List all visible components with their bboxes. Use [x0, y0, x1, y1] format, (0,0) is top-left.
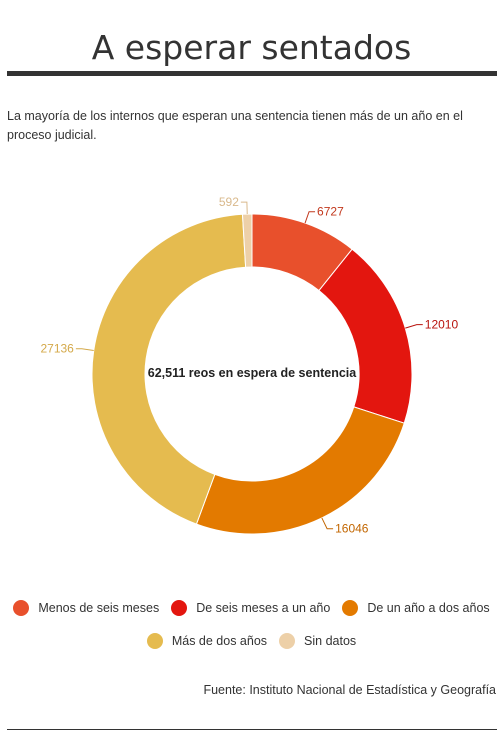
- label-leader-4: [75, 348, 94, 351]
- donut-slices: [91, 213, 413, 535]
- legend-label-4: Más de dos años: [171, 634, 268, 648]
- label-leader-3: [321, 517, 334, 530]
- legend-item-2: De seis meses a un año: [171, 600, 330, 616]
- value-label-2: 12010: [425, 318, 459, 332]
- value-label-1: 6727: [317, 205, 344, 219]
- donut-slice-4: [91, 213, 247, 525]
- value-label-3: 16046: [335, 522, 369, 536]
- donut-chart: 6727 12010 16046 27136 592 62,511 reos en es…: [40, 195, 458, 536]
- title-divider: [7, 71, 497, 76]
- label-leader-2: [405, 324, 423, 329]
- donut-slice-2: [318, 248, 413, 424]
- center-label: 62,511 reos en espera de sentencia: [148, 366, 358, 380]
- bottom-divider: [7, 729, 497, 730]
- legend-item-4: Más de dos años: [146, 633, 268, 649]
- value-label-4: 27136: [40, 342, 74, 356]
- donut-slice-3: [195, 406, 405, 535]
- legend-item-1: Menos de seis meses: [13, 600, 159, 616]
- chart-subtitle: La mayoría de los internos que esperan u…: [7, 109, 463, 142]
- value-labels: 6727 12010 16046 27136 592: [40, 195, 458, 536]
- legend-label-1: Menos de seis meses: [38, 601, 160, 615]
- legend-item-5: Sin datos: [279, 633, 356, 649]
- legend-swatch-4: [146, 633, 163, 649]
- legend-swatch-1: [13, 600, 30, 616]
- legend-swatch-3: [342, 600, 359, 616]
- legend-item-3: De un año a dos años: [342, 600, 490, 616]
- value-label-5: 592: [219, 195, 239, 209]
- chart-legend: Menos de seis meses De seis meses a un añ…: [0, 596, 503, 662]
- chart-title: A esperar sentados: [91, 28, 412, 67]
- legend-label-3: De un año a dos años: [367, 601, 490, 615]
- legend-row: Menos de seis meses De seis meses a un añ…: [0, 596, 503, 620]
- donut-slice-5: [241, 213, 253, 268]
- legend-label-2: De seis meses a un año: [196, 601, 331, 615]
- legend-label-5: Sin datos: [304, 634, 357, 648]
- label-leader-5: [240, 201, 248, 215]
- label-leader-1: [304, 211, 316, 224]
- legend-swatch-2: [171, 600, 188, 616]
- legend-swatch-5: [279, 633, 296, 649]
- label-leaders: [75, 201, 423, 530]
- source-note: Fuente: Instituto Nacional de Estadístic…: [203, 683, 496, 697]
- legend-row: Más de dos años Sin datos: [0, 629, 503, 653]
